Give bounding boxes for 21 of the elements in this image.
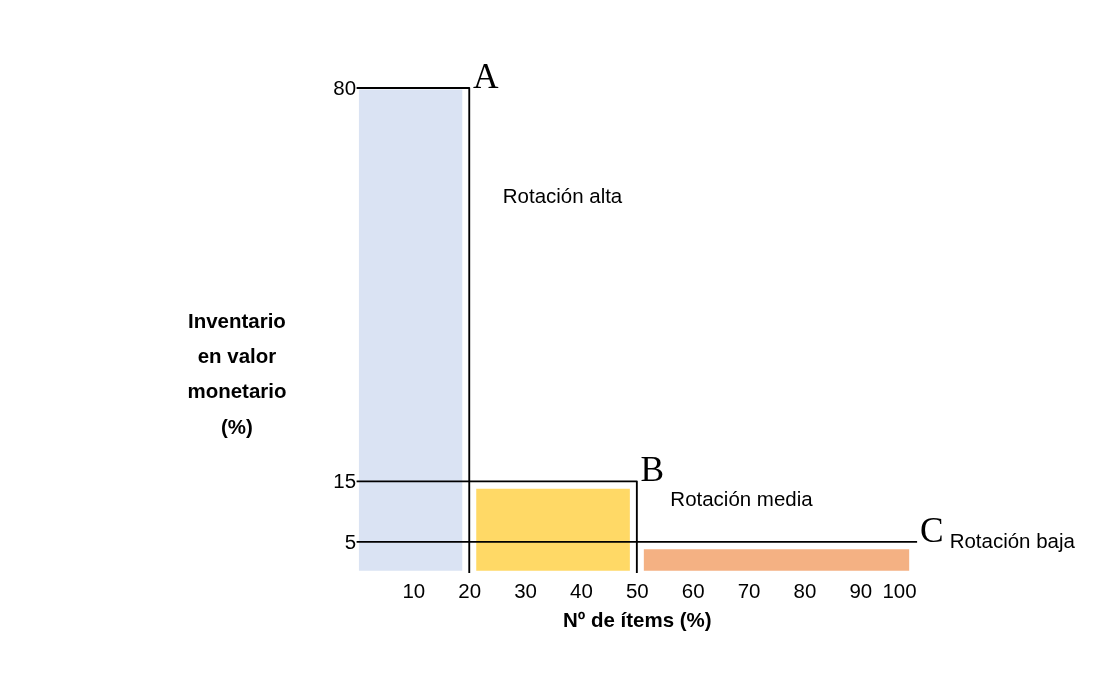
x-tick-label: 20 — [458, 578, 482, 602]
x-tick-label: 50 — [625, 578, 649, 602]
annotation: B — [640, 449, 665, 490]
x-tick-label: 60 — [681, 578, 705, 602]
x-tick-label: 40 — [570, 578, 593, 602]
annotation: A — [472, 55, 499, 96]
x-tick-label: 30 — [514, 578, 537, 602]
y-tick-label: 15 — [333, 469, 357, 493]
x-tick-label: 100 — [882, 578, 917, 602]
x-tick-label: 80 — [793, 578, 817, 602]
x-axis-title: Nº de ítems (%) — [563, 607, 712, 631]
annotation: C — [919, 509, 944, 550]
x-tick-label: 70 — [737, 578, 761, 602]
y-tick-label: 5 — [344, 529, 357, 553]
annotation: Rotación alta — [502, 184, 623, 208]
y-tick-label: 80 — [333, 75, 357, 99]
annotation: Rotación media — [670, 487, 814, 511]
annotation: Rotación baja — [949, 529, 1076, 553]
x-tick-label: 90 — [849, 578, 873, 602]
x-tick-label: 10 — [402, 578, 426, 602]
y-axis-title: Inventario en valor monetario (%) — [187, 308, 287, 438]
